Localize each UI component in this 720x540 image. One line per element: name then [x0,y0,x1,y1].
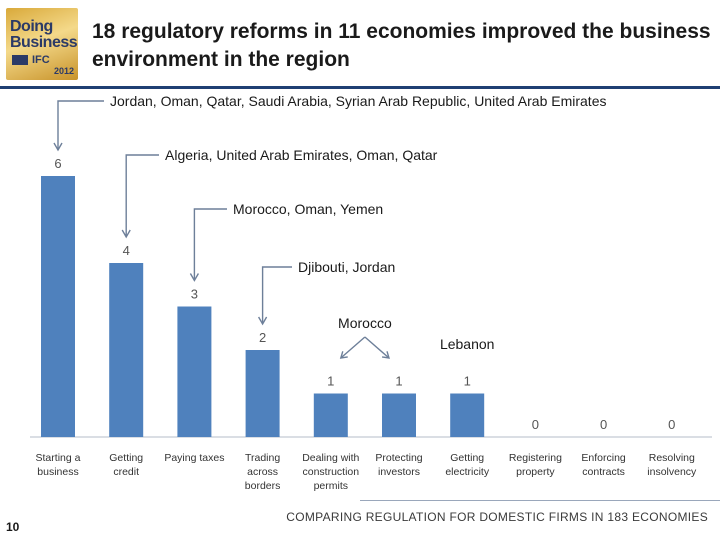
bar [450,393,485,437]
reforms-bar-chart: 6 4 3 2 1 1 1 0 0 0 Starting a business Getting credi… [30,93,712,492]
world-bank-mark-icon [12,55,28,65]
callout-line [125,154,159,237]
callout-line [193,208,227,281]
x-tick-label: Paying taxes [164,452,224,464]
callout-arrow-icon [381,351,390,359]
x-tick-label: Protecting investors [375,452,422,478]
logo-line-1: Doing [10,18,53,35]
x-tick-label: Registering property [509,452,562,478]
callout-line [261,266,292,324]
bar [41,176,75,437]
bar-value-label: 1 [327,374,334,389]
callout-label: Morocco [338,315,392,331]
callout-line [364,336,390,359]
footer-tagline: COMPARING REGULATION FOR DOMESTIC FIRMS … [286,510,708,524]
callout-line [57,100,104,150]
page-number: 10 [6,520,20,534]
title-divider [0,86,720,89]
callout-arrow-icon [121,229,131,239]
bar [177,306,212,437]
callout-arrow-icon [189,273,200,282]
callout-label: Morocco, Oman, Yemen [233,201,383,217]
x-tick-label: Trading across borders [245,452,281,492]
callout-arrow-icon [257,316,268,326]
bar-value-label: 1 [464,374,471,389]
bar-value-label: 1 [395,374,402,389]
bar [245,350,280,437]
callout-label: Lebanon [440,336,495,352]
bar [109,263,144,437]
x-tick-label: Getting electricity [445,452,490,478]
doing-business-logo: Doing Business IFC 2012 [6,8,78,80]
x-tick-label: Getting credit [109,452,143,478]
bar-value-label: 2 [259,330,266,345]
callout-label: Jordan, Oman, Qatar, Saudi Arabia, Syria… [110,93,606,109]
bar [313,393,348,437]
bar-value-label: 4 [123,243,130,258]
callout-line [340,336,366,359]
bar-value-label: 0 [600,417,607,432]
bar-value-label: 3 [191,287,198,302]
x-tick-label: Enforcing contracts [581,452,626,478]
logo-ifc: IFC [32,54,50,66]
callout-label: Algeria, United Arab Emirates, Oman, Qat… [165,147,438,163]
bar-value-label: 6 [54,156,61,171]
logo-year: 2012 [53,66,74,76]
x-tick-label: Starting a business [36,452,81,478]
callout-arrow-icon [339,351,348,359]
footer-divider [360,500,720,501]
bar-value-label: 0 [668,417,675,432]
callout-arrow-icon [53,142,63,152]
callout-label: Djibouti, Jordan [298,259,395,275]
logo-line-2: Business [10,34,78,51]
x-tick-label: Dealing with construction permits [302,452,359,492]
slide-title: 18 regulatory reforms in 11 economies im… [92,20,711,71]
bar-value-label: 0 [532,417,539,432]
bar [382,393,416,437]
x-tick-label: Resolving insolvency [647,452,697,478]
